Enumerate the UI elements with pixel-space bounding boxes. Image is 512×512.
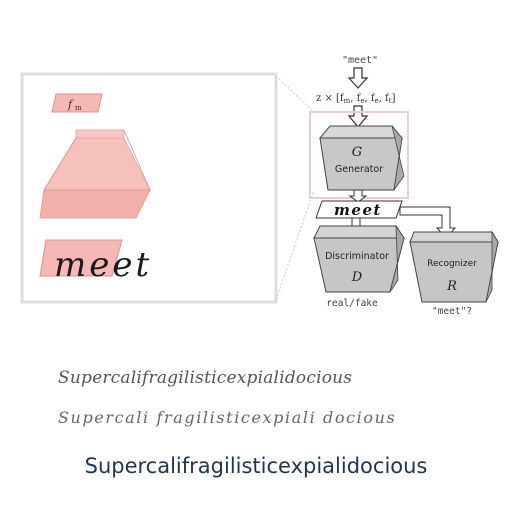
zoom-feature-block: f m xyxy=(51,93,103,113)
svg-text:f: f xyxy=(67,98,74,111)
svg-text:meet: meet xyxy=(334,201,382,219)
zoom-generator-frustum xyxy=(39,129,151,219)
samples-area: Supercalifragilisticexpialidocious Super… xyxy=(0,360,512,500)
svg-text:Discriminator: Discriminator xyxy=(325,251,389,262)
svg-text:R: R xyxy=(446,279,457,294)
svg-text:D: D xyxy=(351,270,363,285)
svg-text:Recognizer: Recognizer xyxy=(427,259,477,269)
generator-block: G Generator xyxy=(318,125,405,191)
zoom-connector-top xyxy=(275,75,315,113)
noise-features-label: z × [fm, fe, fe, ft] xyxy=(316,93,396,105)
typed-word: Supercalifragilisticexpialidocious xyxy=(84,454,428,478)
recognizer-block: Recognizer R xyxy=(409,230,499,303)
svg-text:G: G xyxy=(352,145,362,160)
arrow-generator-to-word xyxy=(348,189,368,203)
zoom-connector-bottom xyxy=(275,189,315,301)
handwritten-sample-2: Supercali fragilisticexpiali docious xyxy=(58,408,397,427)
handwritten-sample-1: Supercalifragilisticexpialidocious xyxy=(58,368,353,388)
input-word: "meet" xyxy=(342,55,378,66)
arrow-input xyxy=(347,67,369,89)
discriminator-output: real/fake xyxy=(326,298,378,309)
discriminator-block: Discriminator D xyxy=(313,224,405,293)
zoom-word-image: meet xyxy=(39,239,152,285)
svg-text:m: m xyxy=(75,104,82,112)
svg-text:meet: meet xyxy=(54,245,152,285)
arrow-to-generator xyxy=(347,105,369,128)
recognizer-output: "meet"? xyxy=(432,306,472,317)
svg-text:Generator: Generator xyxy=(335,164,383,175)
generated-word-box: meet xyxy=(315,200,403,219)
